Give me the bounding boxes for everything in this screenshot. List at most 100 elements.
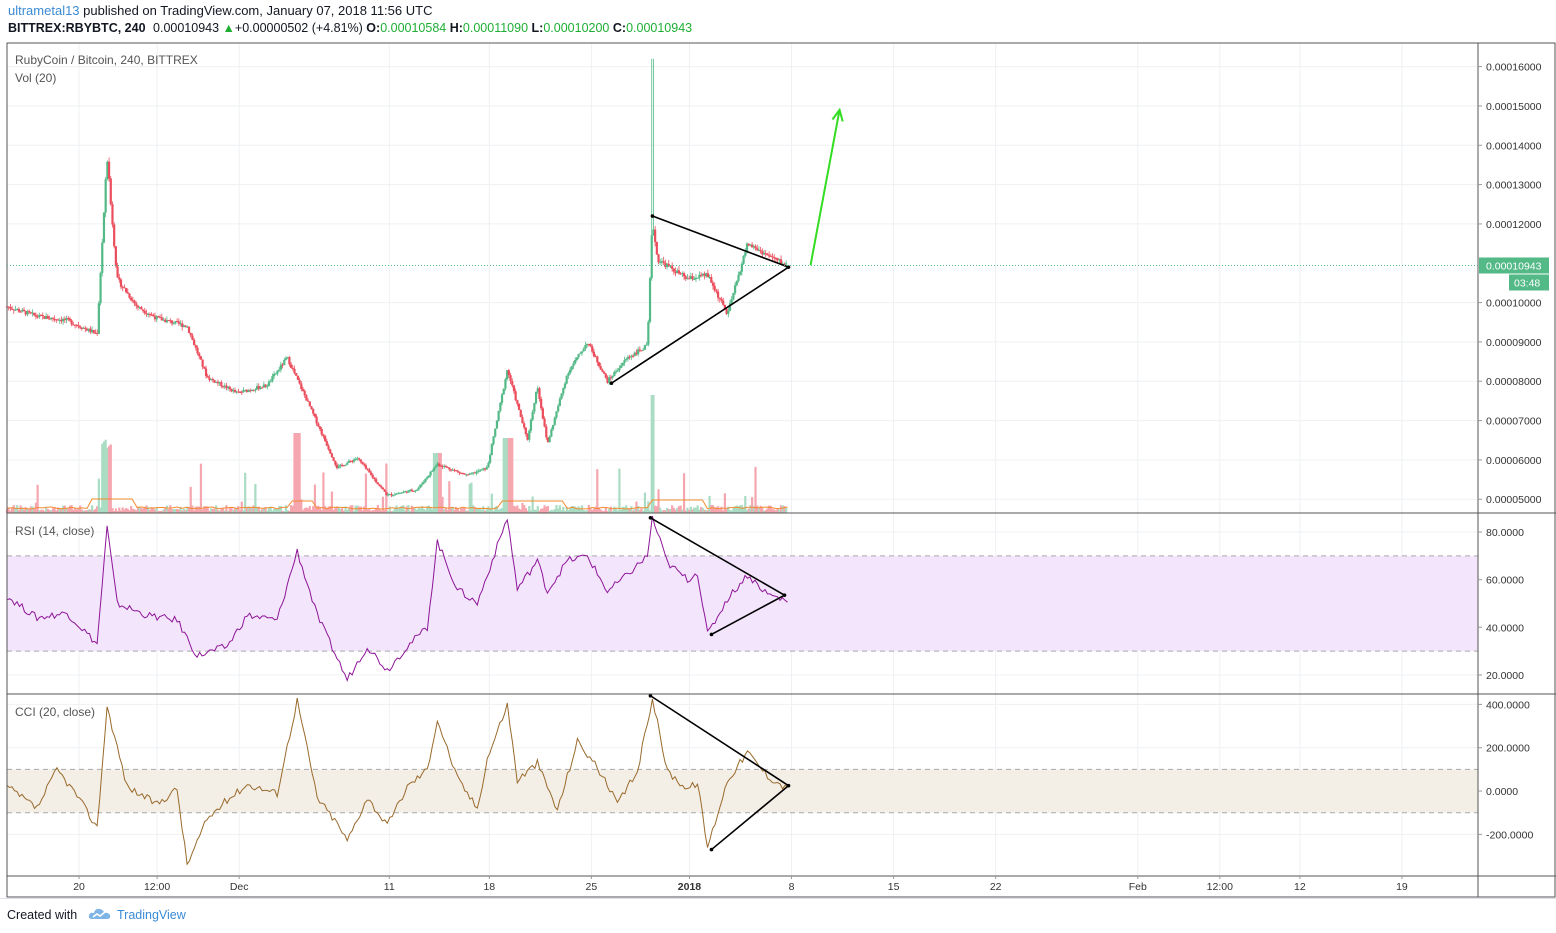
high-value: 0.00011090 [462, 21, 529, 35]
time-axis[interactable]: 20 12:00 Dec 11 18 25 2018 8 15 22 Feb 12:00 12 19 [73, 876, 1408, 893]
candle-body [155, 316, 158, 320]
candle-body [431, 470, 434, 472]
candle-body [182, 325, 186, 327]
candle-body [625, 358, 628, 360]
candle-body [75, 324, 78, 326]
candle-body [346, 462, 349, 465]
volume-bar [383, 509, 386, 513]
volume-bar [631, 510, 635, 513]
candle-body [727, 310, 730, 314]
candle-body [698, 274, 701, 278]
tradingview-cloud-icon[interactable] [88, 907, 112, 921]
volume-bar [208, 510, 211, 513]
volume-bar [628, 508, 631, 513]
volume-bar [419, 508, 422, 513]
countdown-tag [1509, 274, 1549, 291]
candle-body [193, 339, 196, 346]
volume-bar [614, 508, 618, 513]
price-axis-label: 60.0000 [1486, 575, 1524, 587]
rsi-triangle-upper-trendline [650, 517, 785, 596]
volume-bar [703, 509, 706, 513]
volume-bar [261, 509, 264, 513]
price-axes[interactable]: 0.00016000 0.00015000 0.00014000 0.00013000… [7, 62, 1549, 842]
volume-bar [597, 507, 601, 513]
candle-body [441, 465, 444, 467]
volume-bar [483, 510, 487, 513]
candle-body [762, 253, 766, 255]
candle-body [140, 306, 143, 310]
candle-body [26, 311, 29, 315]
volume-bar [500, 508, 504, 513]
candle-body [169, 320, 172, 322]
candle-body [776, 258, 779, 261]
volume-bar [599, 509, 602, 513]
volume-bar [63, 505, 66, 513]
volume-bar [540, 508, 543, 513]
candle-body [101, 242, 104, 273]
volume-bar [247, 506, 250, 513]
volume-bar [473, 506, 476, 513]
candle-body [383, 489, 386, 492]
candle-body [415, 489, 419, 491]
volume-bar [94, 508, 97, 513]
volume-bar [730, 510, 733, 513]
candle-body [472, 472, 475, 474]
candle-body [611, 376, 614, 378]
candle-body [558, 398, 561, 406]
volume-bar [470, 482, 473, 513]
candle-body [73, 324, 77, 326]
volume-bar [366, 509, 369, 513]
chart-canvas[interactable]: 0.00016000 0.00015000 0.00014000 0.00013000… [0, 0, 1556, 898]
volume-bar [492, 510, 495, 513]
author-link[interactable]: ultrametal13 [8, 3, 80, 18]
tradingview-link[interactable]: TradingView [117, 908, 186, 922]
candle-body [674, 271, 677, 274]
volume-bar [77, 508, 80, 513]
candle-body [546, 437, 550, 443]
candle-body [191, 335, 194, 340]
candle-body [392, 494, 395, 496]
volume-bar [650, 395, 653, 513]
volume-bar [551, 510, 555, 513]
volume-bar [477, 507, 480, 513]
volume-bar [638, 509, 641, 513]
candle-body [14, 309, 17, 311]
trend-drawings[interactable] [609, 107, 844, 852]
volume-bar [616, 510, 619, 513]
volume-bar [82, 510, 85, 513]
close-value: 0.00010943 [626, 21, 693, 35]
volume-bar [89, 509, 92, 513]
volume-bar [155, 507, 158, 513]
volume-bar [538, 510, 541, 513]
volume-bar [26, 508, 29, 513]
candle-body [735, 281, 738, 286]
candle-body [269, 381, 272, 383]
candle-body [693, 279, 696, 281]
last-price-tag [1479, 257, 1549, 274]
candle-body [551, 424, 555, 430]
candle-body [36, 316, 39, 318]
candle-body [308, 401, 311, 407]
candle-body [783, 263, 786, 265]
candle-body [19, 311, 22, 313]
candle-body [723, 304, 726, 309]
volume-bar [495, 506, 499, 513]
candle-body [165, 320, 169, 323]
volume-bar [118, 507, 121, 513]
price-axis-label: 0.00010000 [1486, 298, 1542, 310]
volume-bar [774, 510, 778, 513]
volume-bar [213, 508, 216, 513]
candle-body [589, 344, 592, 347]
candle-body [218, 382, 221, 384]
candle-body [580, 351, 584, 354]
volume-bar [667, 509, 670, 513]
time-axis-label: 25 [586, 881, 598, 893]
volume-bar [385, 463, 388, 513]
candle-body [412, 490, 415, 492]
candle-body [718, 297, 721, 299]
volume-bar [194, 506, 197, 513]
volume-bar [55, 510, 58, 513]
candle-body [659, 261, 662, 263]
candle-body [737, 274, 740, 282]
volume-bar [221, 508, 225, 513]
